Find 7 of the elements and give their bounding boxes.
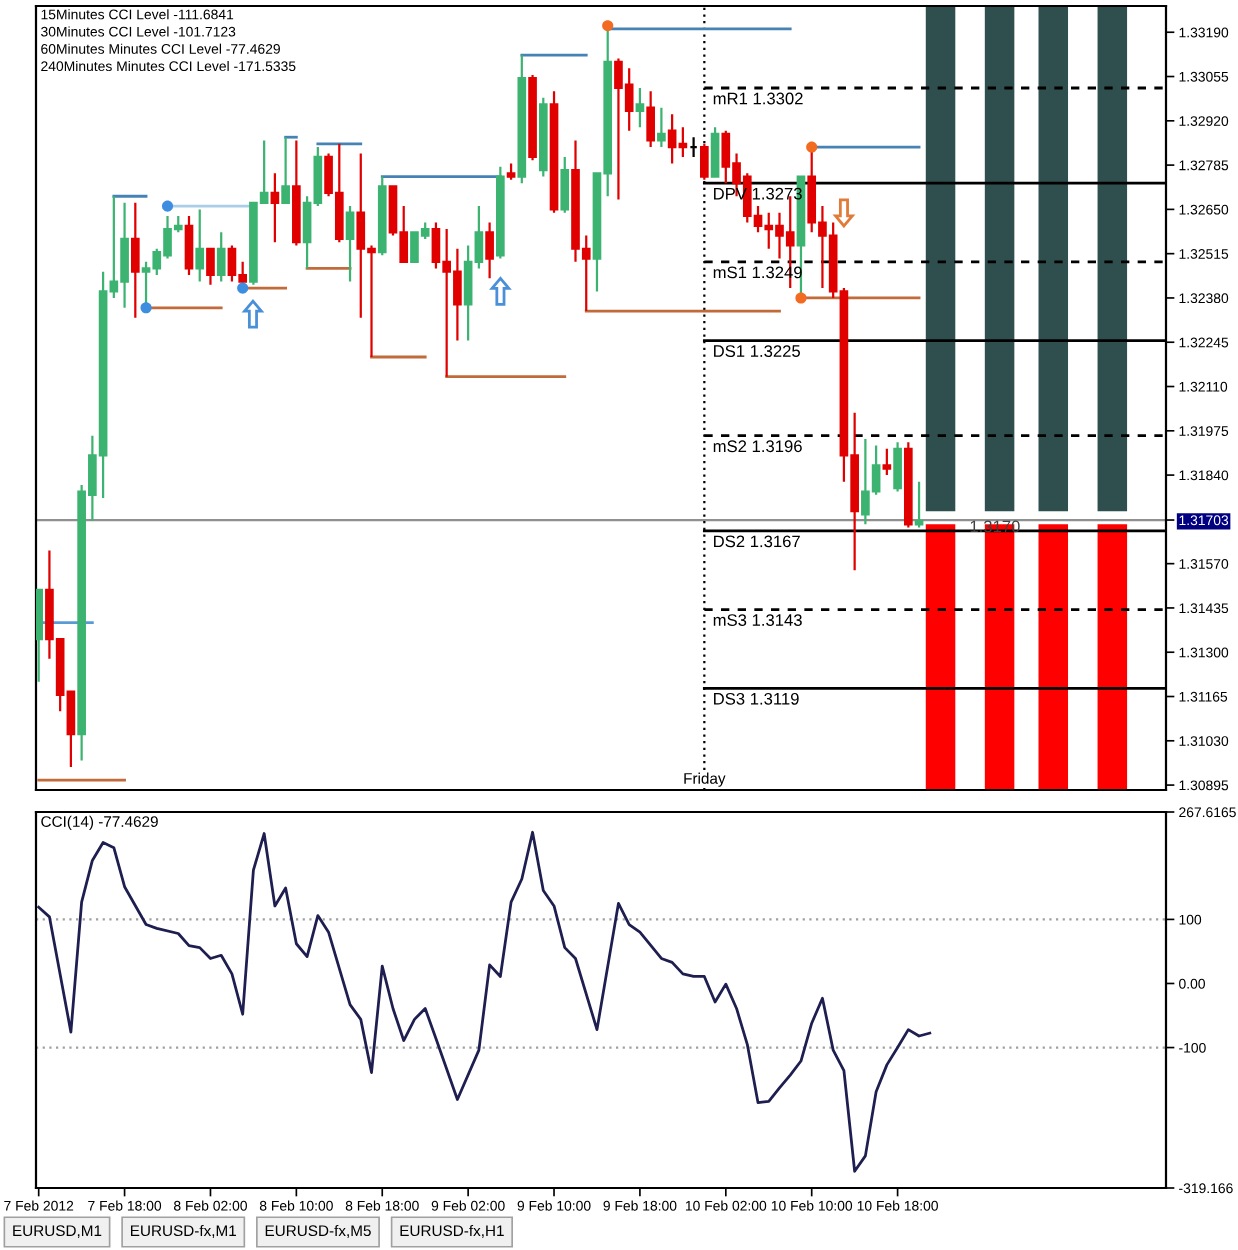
series-label: DS3 1.3119 — [714, 692, 799, 705]
series-label: DS1 1.3225 — [714, 345, 800, 357]
ref-line-label: 1.3170 — [970, 520, 1020, 533]
series-label: mR1 1.3302 — [713, 92, 803, 105]
series-label: mS3 1.3143 — [713, 614, 802, 626]
series-label: DS2 1.3167 — [714, 535, 800, 548]
series-label: mS2 1.3196 — [713, 440, 802, 453]
